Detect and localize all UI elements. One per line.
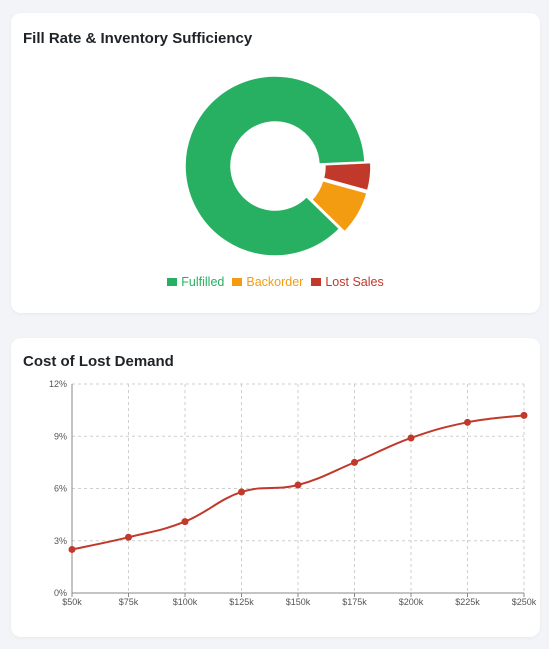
x-tick-label: $150k	[286, 597, 311, 607]
legend-swatch-fulfilled	[167, 278, 178, 286]
legend-label-lost-sales: Lost Sales	[325, 275, 384, 289]
data-point-50k[interactable]	[68, 545, 76, 553]
y-tick-label: 0%	[54, 588, 67, 598]
line-chart: 0% 3% 6% 9% 12% $50k $75k $100k $125k $150k $175k $…	[49, 379, 537, 607]
donut-slice-backorder[interactable]	[310, 179, 368, 233]
data-point-200k[interactable]	[407, 434, 415, 442]
legend-item-fulfilled[interactable]: Fulfilled	[167, 275, 224, 289]
y-tick-label: 6%	[54, 484, 67, 494]
legend-item-lost-sales[interactable]: Lost Sales	[311, 275, 384, 289]
x-tick-label: $175k	[342, 597, 367, 607]
data-point-250k[interactable]	[520, 411, 528, 419]
lost-demand-card: Cost of Lost Demand 0% 3% 6% 9% 12% $50k $75k $…	[11, 338, 540, 637]
x-tick-label: $200k	[399, 597, 424, 607]
legend-swatch-backorder	[232, 278, 243, 286]
fill-rate-card: Fill Rate & Inventory Sufficiency Fulfil…	[11, 13, 540, 313]
data-point-100k[interactable]	[181, 518, 189, 526]
donut-legend: Fulfilled Backorder Lost Sales	[11, 275, 540, 289]
legend-swatch-lost-sales	[311, 278, 322, 286]
data-point-175k[interactable]	[351, 458, 358, 466]
x-tick-label: $125k	[229, 597, 254, 607]
x-tick-label: $75k	[119, 597, 139, 607]
legend-item-backorder[interactable]: Backorder	[232, 275, 303, 289]
x-tick-label: $50k	[62, 597, 82, 607]
x-tick-label: $225k	[455, 597, 480, 607]
donut-chart	[184, 75, 372, 257]
lost-demand-title: Cost of Lost Demand	[23, 353, 174, 370]
data-point-150k[interactable]	[294, 481, 302, 489]
x-tick-label: $250k	[512, 597, 537, 607]
fill-rate-title: Fill Rate & Inventory Sufficiency	[23, 30, 253, 47]
data-point-225k[interactable]	[464, 418, 471, 426]
donut-slice-fulfilled[interactable]	[184, 75, 366, 257]
data-point-125k[interactable]	[238, 488, 245, 496]
legend-label-fulfilled: Fulfilled	[181, 275, 225, 289]
y-tick-label: 9%	[54, 431, 67, 441]
legend-label-backorder: Backorder	[246, 275, 304, 289]
y-tick-label: 3%	[54, 536, 67, 546]
data-point-75k[interactable]	[125, 533, 132, 541]
y-tick-label: 12%	[49, 379, 67, 389]
x-tick-label: $100k	[173, 597, 198, 607]
donut-slice-lost-sales[interactable]	[322, 161, 372, 192]
